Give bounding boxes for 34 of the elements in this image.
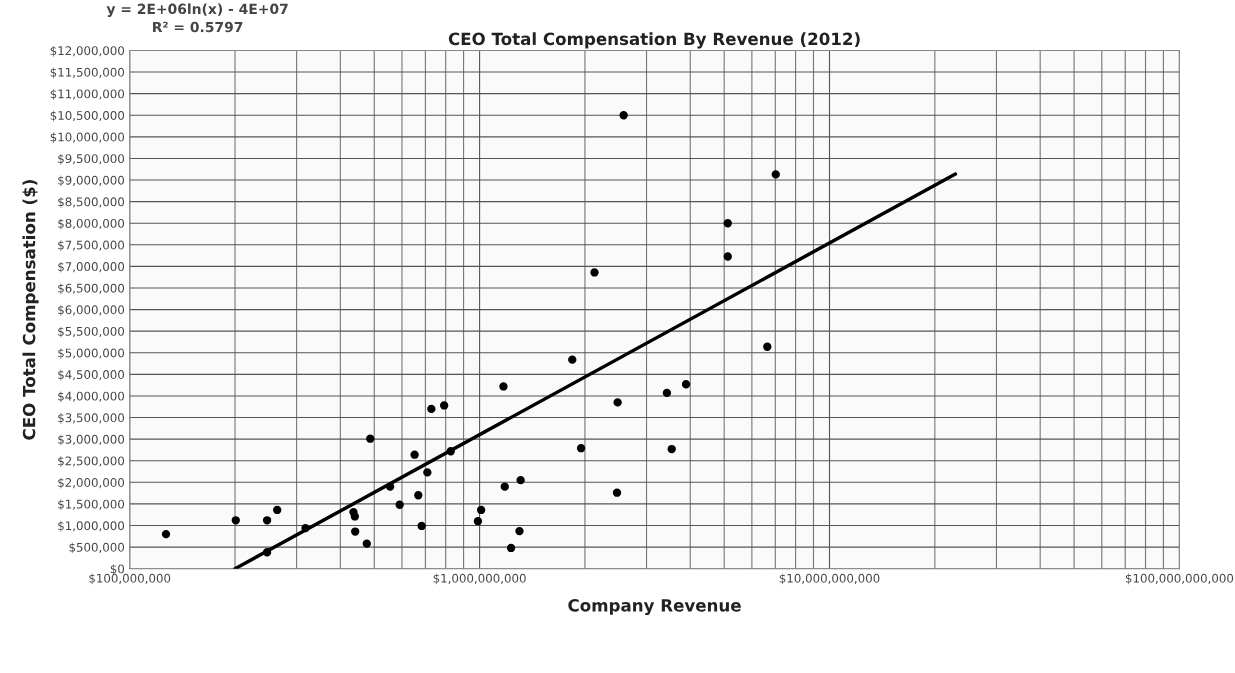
y-tick-label: $9,000,000 xyxy=(58,175,125,187)
x-tick-label: $100,000,000,000 xyxy=(1125,573,1234,585)
y-tick-label: $10,500,000 xyxy=(50,110,125,122)
y-tick-label: $5,000,000 xyxy=(58,348,125,359)
y-tick-label: $6,500,000 xyxy=(58,283,125,295)
y-tick-label: $7,500,000 xyxy=(58,240,125,252)
x-tick-label: $1,000,000,000 xyxy=(433,573,526,585)
y-tick-label: $8,500,000 xyxy=(58,197,125,208)
text: R² = 0.5797 xyxy=(153,21,243,33)
y-tick-label: $11,000,000 xyxy=(50,89,125,100)
y-tick-label: $5,500,000 xyxy=(58,326,125,338)
chart-title: CEO Total Compensation By Revenue (2012) xyxy=(448,32,860,49)
y-tick-label: $7,000,000 xyxy=(58,261,125,273)
y-tick-label: $0 xyxy=(110,564,125,575)
y-tick-label: $6,000,000 xyxy=(58,305,125,316)
y-tick-label: $10,000,000 xyxy=(50,132,125,144)
x-axis-title: Company Revenue xyxy=(568,599,741,615)
y-tick-label: $4,500,000 xyxy=(58,369,125,381)
y-tick-label: $1,000,000 xyxy=(58,521,125,532)
x-tick-label: $100,000,000 xyxy=(89,573,171,585)
y-tick-label: $2,500,000 xyxy=(58,456,125,467)
y-tick-label: $8,000,000 xyxy=(58,218,125,230)
y-tick-label: $9,500,000 xyxy=(58,153,125,165)
y-tick-label: $4,000,000 xyxy=(58,391,125,403)
y-tick-label: $2,000,000 xyxy=(58,477,125,489)
y-tick-label: $3,500,000 xyxy=(58,413,125,424)
y-tick-label: $11,500,000 xyxy=(50,67,125,79)
y-tick-label: $12,000,000 xyxy=(50,45,125,57)
text: y = 2E+06ln(x) - 4E+07 xyxy=(106,3,288,17)
x-tick-label: $10,000,000,000 xyxy=(779,573,880,585)
y-tick-label: $500,000 xyxy=(69,542,125,554)
y-axis-title: CEO Total Compensation ($) xyxy=(22,180,39,440)
y-tick-label: $3,000,000 xyxy=(58,434,125,446)
y-tick-label: $1,500,000 xyxy=(58,499,125,511)
